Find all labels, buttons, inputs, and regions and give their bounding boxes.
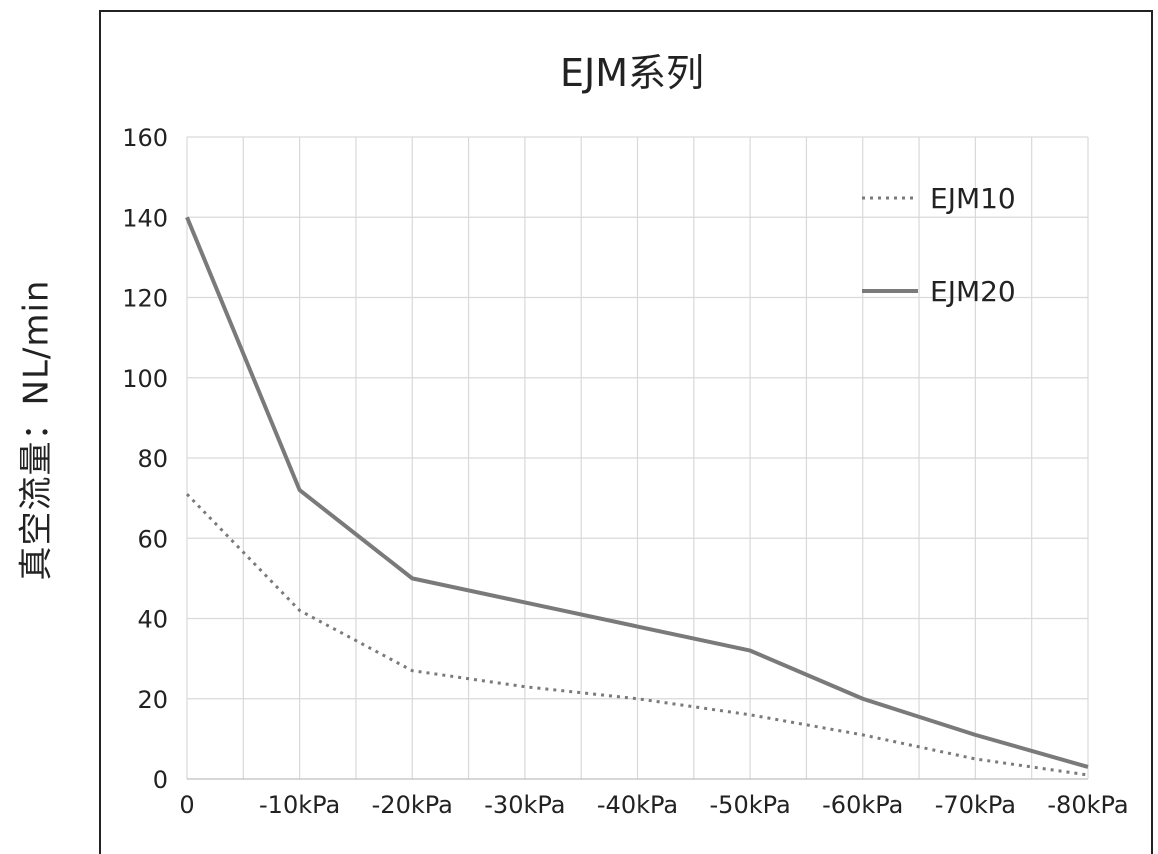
chart-title: EJM系列 — [560, 51, 704, 95]
x-tick-label: -80kPa — [1047, 791, 1128, 819]
x-tick-label: -50kPa — [710, 791, 791, 819]
x-tick-label: -60kPa — [822, 791, 903, 819]
y-tick-label: 40 — [137, 606, 168, 634]
chart-frame — [99, 10, 1153, 854]
y-tick-label: 100 — [122, 365, 168, 393]
legend-label-ejm10: EJM10 — [930, 182, 1016, 215]
y-tick-label: 80 — [137, 445, 168, 473]
x-tick-label: -70kPa — [935, 791, 1016, 819]
y-tick-label: 120 — [122, 285, 168, 313]
series-line-ejm20 — [185, 216, 1089, 769]
x-tick-label: -40kPa — [597, 791, 678, 819]
x-tick-label: -30kPa — [484, 791, 565, 819]
y-tick-label: 20 — [137, 686, 168, 714]
x-tick-label: -10kPa — [259, 791, 340, 819]
y-tick-label: 160 — [122, 124, 168, 152]
y-tick-label: 60 — [137, 525, 168, 553]
x-tick-label: -20kPa — [372, 791, 453, 819]
y-tick-label: 0 — [153, 766, 168, 794]
y-tick-label: 140 — [122, 204, 168, 232]
legend-label-ejm20: EJM20 — [930, 275, 1016, 308]
x-tick-label: 0 — [179, 791, 194, 819]
chart-root: EJM系列 0 20 40 60 80 100 120 140 160 0 -10kPa -20kPa -… — [99, 10, 1153, 854]
